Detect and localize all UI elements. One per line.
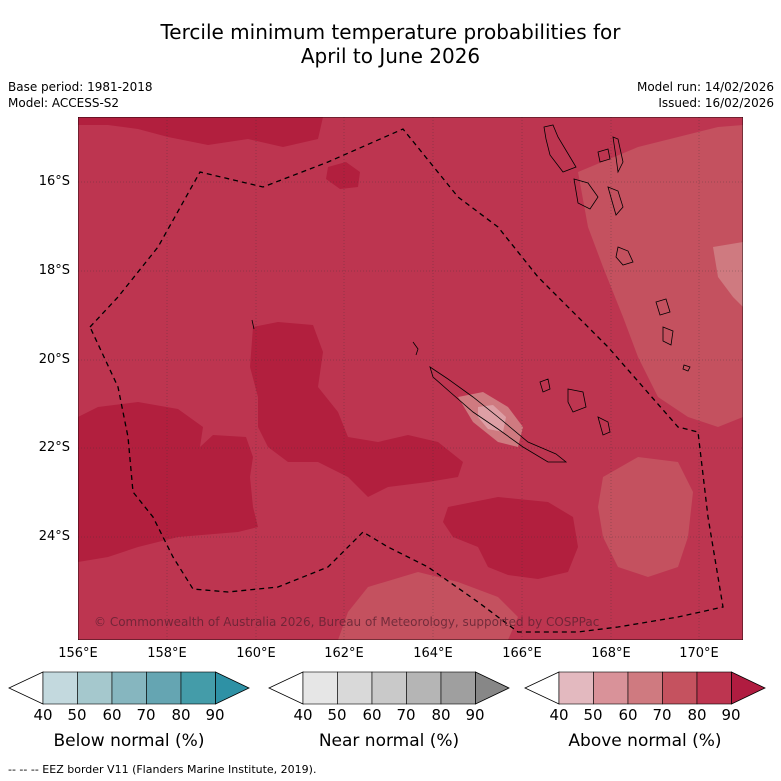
coastlines (251, 124, 691, 463)
lon-label-164e: 164°E (413, 646, 453, 661)
above-normal-segment-40 (558, 671, 594, 705)
above-tick-50: 50 (583, 706, 603, 724)
colorbar-below-title: Below normal (%) (53, 731, 205, 751)
region-above-90-central (250, 322, 463, 497)
title-line-1: Tercile minimum temperature probabilitie… (160, 20, 621, 44)
lon-label-158e: 158°E (147, 646, 187, 661)
title-line-2: April to June 2026 (300, 44, 481, 68)
below-normal-segment-60 (111, 671, 147, 705)
region-above-90-north (78, 117, 323, 147)
near-normal-over-triangle (475, 671, 510, 705)
lat-label-24s: 24°S (38, 529, 70, 544)
below-tick-90: 90 (205, 706, 225, 724)
region-above-70-80-east (578, 125, 743, 427)
below-tick-40: 40 (33, 706, 53, 724)
near-normal-under-triangle (268, 671, 304, 705)
meta-right: Model run: 14/02/2026 Issued: 16/02/2026 (637, 79, 774, 111)
lon-label-170e: 170°E (679, 646, 719, 661)
lon-label-166e: 166°E (502, 646, 542, 661)
below-tick-80: 80 (171, 706, 191, 724)
lat-label-20s: 20°S (38, 352, 70, 367)
map-gridlines (78, 117, 743, 640)
eez-border (89, 128, 724, 633)
near-normal-segment-80 (440, 671, 476, 705)
model-run: Model run: 14/02/2026 (636, 80, 774, 94)
colorbar-below-normal (8, 671, 250, 705)
below-normal-over-triangle (215, 671, 250, 705)
colorbar-above-normal-segments (524, 671, 766, 705)
near-tick-40: 40 (293, 706, 313, 724)
near-tick-60: 60 (362, 706, 382, 724)
below-tick-60: 60 (102, 706, 122, 724)
below-normal-segment-40 (42, 671, 78, 705)
above-tick-70: 70 (652, 706, 672, 724)
below-normal-under-triangle (8, 671, 44, 705)
lon-label-160e: 160°E (236, 646, 276, 661)
lat-label-22s: 22°S (38, 440, 70, 455)
map-panel[interactable]: © Commonwealth of Australia 2026, Bureau… (78, 117, 743, 640)
region-above-90-south (443, 497, 578, 579)
base-period: Base period: 1981-2018 (8, 80, 153, 94)
above-normal-segment-80 (696, 671, 732, 705)
region-above-50-60-island (478, 405, 506, 432)
lon-label-156e: 156°E (58, 646, 98, 661)
meta-left: Base period: 1981-2018 Model: ACCESS-S2 (8, 79, 153, 111)
above-tick-60: 60 (618, 706, 638, 724)
above-tick-40: 40 (549, 706, 569, 724)
lon-label-168e: 168°E (591, 646, 631, 661)
near-tick-70: 70 (396, 706, 416, 724)
near-tick-90: 90 (465, 706, 485, 724)
near-normal-segment-50 (337, 671, 373, 705)
near-normal-segment-70 (406, 671, 442, 705)
above-normal-under-triangle (524, 671, 560, 705)
colorbar-near-title: Near normal (%) (318, 731, 460, 751)
region-above-60-70-east (713, 242, 743, 307)
above-normal-over-triangle (731, 671, 766, 705)
lon-label-162e: 162°E (324, 646, 364, 661)
below-tick-50: 50 (67, 706, 87, 724)
copyright-text: © Commonwealth of Australia 2026, Bureau… (94, 615, 599, 629)
near-normal-segment-60 (371, 671, 407, 705)
chart-title: Tercile minimum temperature probabilitie… (0, 20, 781, 68)
issued-date: Issued: 16/02/2026 (658, 96, 774, 110)
above-normal-segment-70 (662, 671, 698, 705)
above-normal-segment-50 (593, 671, 629, 705)
region-above-70-80-south (338, 572, 518, 640)
above-tick-80: 80 (687, 706, 707, 724)
colorbar-above-normal (524, 671, 766, 705)
colorbar-near-normal-segments (268, 671, 510, 705)
below-tick-70: 70 (136, 706, 156, 724)
below-normal-segment-70 (146, 671, 182, 705)
lat-label-16s: 16°S (38, 174, 70, 189)
colorbar-below-normal-segments (8, 671, 250, 705)
model-name: Model: ACCESS-S2 (8, 96, 120, 110)
region-above-70-80-southeast (598, 457, 693, 577)
near-tick-50: 50 (327, 706, 347, 724)
above-normal-segment-60 (627, 671, 663, 705)
below-normal-segment-50 (77, 671, 113, 705)
colorbar-above-title: Above normal (%) (568, 731, 722, 751)
colorbar-near-normal (268, 671, 510, 705)
below-normal-segment-80 (180, 671, 216, 705)
near-tick-80: 80 (431, 706, 451, 724)
region-above-90-west (78, 402, 258, 562)
near-normal-segment-40 (302, 671, 338, 705)
eez-legend-note: -- -- -- EEZ border V11 (Flanders Marine… (8, 763, 317, 776)
lat-label-18s: 18°S (38, 263, 70, 278)
above-tick-90: 90 (721, 706, 741, 724)
